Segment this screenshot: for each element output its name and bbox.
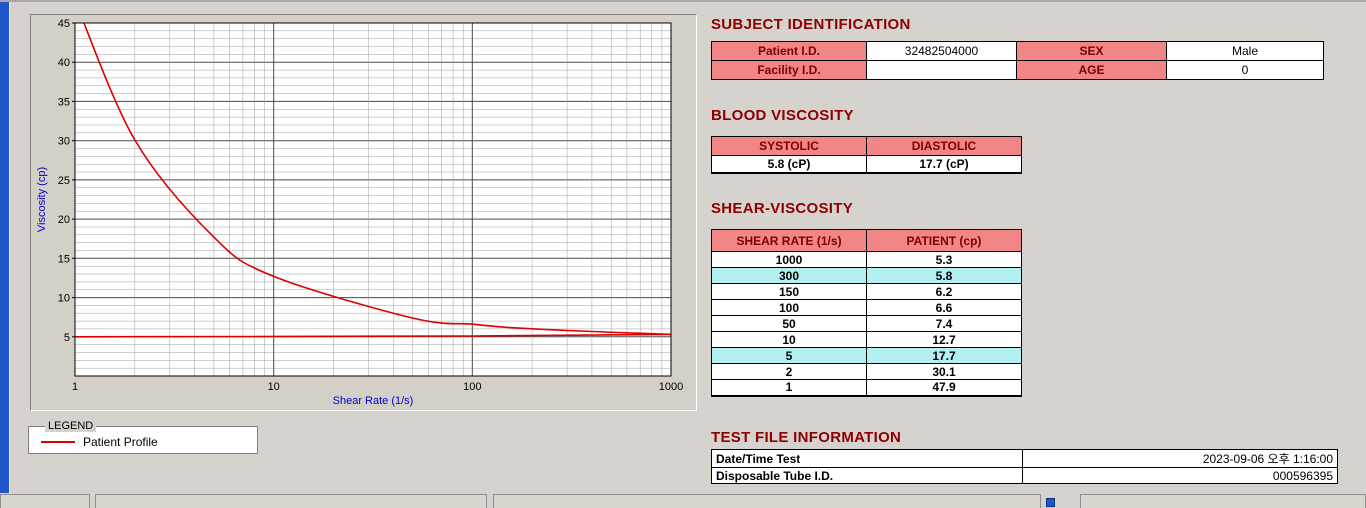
table-row: 5.8 (cP) 17.7 (cP)	[711, 155, 1022, 173]
date-time-test-label: Date/Time Test	[711, 449, 1023, 468]
section-title-shear-viscosity: SHEAR-VISCOSITY	[711, 200, 854, 217]
viscosity-chart-panel: 5 10 15 20 25 30 35 40 45 1 10 100 1000 Shear Rate (1…	[30, 14, 697, 411]
svg-text:15: 15	[58, 253, 70, 265]
patient-viscosity-cell: 12.7	[866, 331, 1022, 348]
shear-row: 5 17.7	[711, 347, 1022, 364]
shear-row: 1 47.9	[711, 379, 1022, 396]
window-fragment[interactable]	[1080, 494, 1366, 508]
chart-legend: LEGEND Patient Profile	[28, 420, 258, 454]
age-value: 0	[1166, 60, 1324, 80]
legend-title: LEGEND	[45, 420, 97, 432]
table-row: Disposable Tube I.D. 000596395	[711, 467, 1338, 484]
diastolic-value: 17.7 (cP)	[866, 155, 1022, 173]
svg-text:30: 30	[58, 136, 70, 148]
patient-viscosity-cell: 30.1	[866, 363, 1022, 380]
shear-viscosity-table: SHEAR RATE (1/s) PATIENT (cp) 1000 5.3 30…	[711, 229, 1022, 397]
shear-row: 150 6.2	[711, 283, 1022, 300]
sex-value: Male	[1166, 41, 1324, 61]
legend-line-sample	[41, 441, 75, 443]
systolic-value: 5.8 (cP)	[711, 155, 867, 173]
shear-row: 10 12.7	[711, 331, 1022, 348]
window-icon[interactable]	[1046, 498, 1055, 507]
test-file-information-table: Date/Time Test 2023-09-06 오후 1:16:00 Dis…	[711, 449, 1338, 484]
svg-text:10: 10	[268, 381, 280, 393]
systolic-header: SYSTOLIC	[711, 136, 867, 156]
age-label: AGE	[1016, 60, 1167, 80]
section-title-subject-identification: SUBJECT IDENTIFICATION	[711, 16, 911, 33]
disposable-tube-id-label: Disposable Tube I.D.	[711, 467, 1023, 484]
window-fragment[interactable]	[493, 494, 1041, 508]
shear-rate-cell: 5	[711, 347, 867, 364]
window-top-border	[0, 0, 1366, 2]
svg-text:1: 1	[72, 381, 78, 393]
shear-rate-cell: 100	[711, 299, 867, 316]
svg-text:25: 25	[58, 175, 70, 187]
disposable-tube-id-value: 000596395	[1022, 467, 1338, 484]
subject-identification-table: Patient I.D. 32482504000 SEX Male Facili…	[711, 41, 1324, 80]
patient-viscosity-cell: 5.3	[866, 251, 1022, 268]
table-header-row: SHEAR RATE (1/s) PATIENT (cp)	[711, 229, 1022, 252]
svg-text:Viscosity (cp): Viscosity (cp)	[36, 167, 48, 232]
shear-row: 300 5.8	[711, 267, 1022, 284]
section-title-blood-viscosity: BLOOD VISCOSITY	[711, 107, 854, 124]
patient-viscosity-cell: 7.4	[866, 315, 1022, 332]
shear-row: 1000 5.3	[711, 251, 1022, 268]
facility-id-value	[866, 60, 1017, 80]
shear-row: 100 6.6	[711, 299, 1022, 316]
shear-rate-cell: 50	[711, 315, 867, 332]
shear-rate-cell: 300	[711, 267, 867, 284]
table-header-row: SYSTOLIC DIASTOLIC	[711, 136, 1022, 156]
svg-text:45: 45	[58, 18, 70, 30]
svg-text:40: 40	[58, 57, 70, 69]
patient-cp-header: PATIENT (cp)	[866, 229, 1022, 252]
svg-text:Shear Rate (1/s): Shear Rate (1/s)	[333, 395, 414, 407]
patient-viscosity-cell: 6.2	[866, 283, 1022, 300]
patient-viscosity-cell: 6.6	[866, 299, 1022, 316]
svg-text:35: 35	[58, 96, 70, 108]
shear-row: 50 7.4	[711, 315, 1022, 332]
sex-label: SEX	[1016, 41, 1167, 61]
svg-text:10: 10	[58, 293, 70, 305]
table-row: Facility I.D. AGE 0	[711, 60, 1324, 80]
facility-id-label: Facility I.D.	[711, 60, 867, 80]
svg-text:5: 5	[64, 332, 70, 344]
shear-row: 2 30.1	[711, 363, 1022, 380]
window-fragment[interactable]	[95, 494, 487, 508]
svg-text:20: 20	[58, 214, 70, 226]
table-row: Patient I.D. 32482504000 SEX Male	[711, 41, 1324, 61]
shear-rate-cell: 1000	[711, 251, 867, 268]
patient-id-value: 32482504000	[866, 41, 1017, 61]
svg-text:100: 100	[463, 381, 481, 393]
patient-viscosity-cell: 17.7	[866, 347, 1022, 364]
shear-rate-cell: 150	[711, 283, 867, 300]
window-edge-strip	[0, 2, 10, 493]
blood-viscosity-table: SYSTOLIC DIASTOLIC 5.8 (cP) 17.7 (cP)	[711, 136, 1022, 174]
patient-id-label: Patient I.D.	[711, 41, 867, 61]
shear-rate-header: SHEAR RATE (1/s)	[711, 229, 867, 252]
table-row: Date/Time Test 2023-09-06 오후 1:16:00	[711, 449, 1338, 468]
shear-rate-cell: 1	[711, 379, 867, 396]
legend-item-label: Patient Profile	[83, 435, 158, 449]
shear-rate-cell: 10	[711, 331, 867, 348]
window-fragment[interactable]	[0, 494, 90, 508]
viscosity-chart: 5 10 15 20 25 30 35 40 45 1 10 100 1000 Shear Rate (1…	[36, 18, 683, 407]
diastolic-header: DIASTOLIC	[866, 136, 1022, 156]
section-title-test-file-information: TEST FILE INFORMATION	[711, 429, 902, 446]
patient-viscosity-cell: 47.9	[866, 379, 1022, 396]
report-panel: SUBJECT IDENTIFICATION Patient I.D. 3248…	[711, 0, 1366, 508]
patient-viscosity-cell: 5.8	[866, 267, 1022, 284]
date-time-test-value: 2023-09-06 오후 1:16:00	[1022, 449, 1338, 468]
svg-text:1000: 1000	[659, 381, 683, 393]
shear-rate-cell: 2	[711, 363, 867, 380]
